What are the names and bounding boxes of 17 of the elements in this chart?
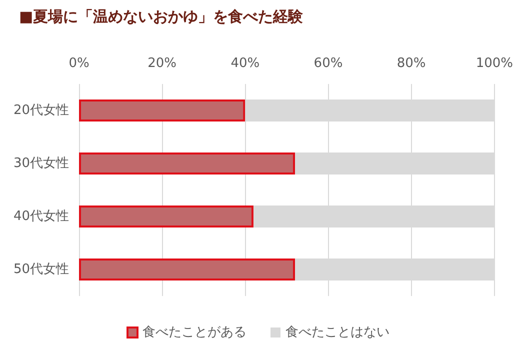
x-tick-label: 100% xyxy=(476,56,514,71)
y-tick-label: 50代女性 xyxy=(13,262,69,277)
legend-label: 食べたことがある xyxy=(142,325,246,340)
y-tick-label: 30代女性 xyxy=(13,156,69,171)
bar xyxy=(79,152,296,174)
legend-label: 食べたことはない xyxy=(286,325,390,340)
y-tick-label: 20代女性 xyxy=(13,103,69,118)
y-tick-label: 40代女性 xyxy=(13,209,69,224)
bar xyxy=(79,206,254,228)
x-tick-label: 40% xyxy=(230,56,260,71)
x-tick-label: 80% xyxy=(396,56,426,71)
x-tick-label: 0% xyxy=(68,56,90,71)
bar xyxy=(79,100,246,122)
x-tick-label: 60% xyxy=(314,56,343,71)
chart-title: ■夏場に「温めないおかゆ」を食べた経験 xyxy=(19,8,304,26)
bar xyxy=(79,258,296,280)
x-tick-label: 20% xyxy=(148,56,177,71)
